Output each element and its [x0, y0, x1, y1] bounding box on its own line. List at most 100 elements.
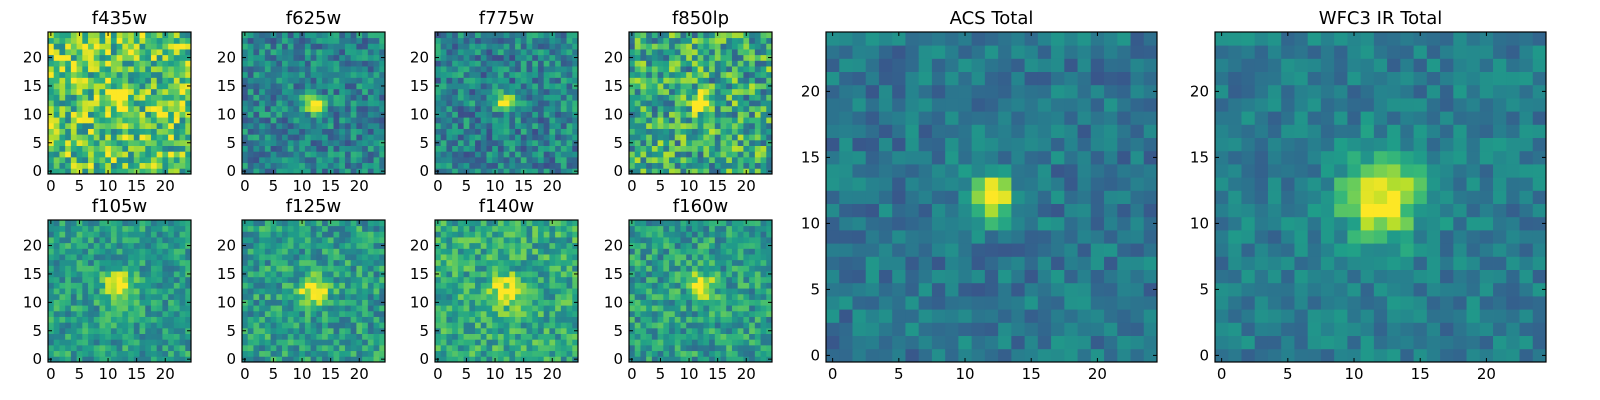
heatmap-cell	[179, 88, 186, 95]
heatmap-cell	[287, 88, 294, 95]
heatmap-cell	[452, 356, 459, 363]
heatmap-cell	[145, 322, 152, 329]
heatmap-cell	[350, 60, 357, 67]
heatmap-cell	[532, 322, 539, 329]
heatmap-cell	[150, 299, 158, 306]
y-tick-label: 15	[23, 77, 42, 95]
heatmap-cell	[731, 71, 739, 78]
heatmap-cell	[480, 271, 487, 278]
heatmap-cell	[122, 43, 129, 50]
heatmap-cell	[726, 43, 733, 50]
heatmap-cell	[356, 100, 363, 107]
heatmap-cell	[475, 37, 482, 44]
heatmap-cell	[503, 276, 510, 283]
heatmap-cell	[139, 350, 146, 357]
heatmap-cell	[59, 327, 66, 334]
heatmap-cell	[287, 344, 294, 352]
heatmap-cell	[322, 293, 329, 300]
heatmap-cell	[686, 49, 693, 56]
heatmap-cell	[686, 344, 693, 352]
heatmap-cell	[322, 282, 329, 289]
heatmap-cell	[634, 43, 641, 50]
heatmap-cell	[270, 117, 277, 124]
heatmap-cell	[156, 156, 163, 164]
heatmap-cell	[168, 322, 175, 329]
heatmap-cell	[122, 299, 129, 306]
heatmap-cell	[629, 310, 636, 317]
heatmap-cell	[93, 339, 100, 346]
heatmap-cell	[53, 134, 60, 141]
heatmap-cell	[379, 71, 386, 78]
heatmap-cell	[293, 105, 300, 112]
heatmap-cell	[270, 156, 277, 164]
heatmap-cell	[122, 242, 129, 249]
heatmap-cell	[686, 134, 693, 141]
heatmap-cell	[76, 242, 83, 249]
heatmap-cell	[253, 225, 260, 232]
heatmap-cell	[537, 339, 545, 346]
heatmap-cell	[669, 299, 676, 306]
heatmap-cell	[156, 128, 163, 135]
heatmap-cell	[88, 94, 95, 101]
heatmap-cell	[105, 350, 112, 357]
heatmap-cell	[168, 162, 175, 169]
heatmap-cell	[669, 60, 676, 67]
heatmap-cell	[242, 77, 249, 84]
heatmap-cell	[322, 162, 329, 169]
heatmap-cell	[253, 49, 260, 56]
heatmap-cell	[373, 139, 380, 146]
heatmap-cell	[497, 237, 505, 244]
heatmap-cell	[344, 128, 352, 135]
heatmap-cell	[457, 66, 464, 73]
heatmap-cell	[70, 237, 77, 244]
heatmap-cell	[122, 344, 129, 352]
heatmap-cell	[503, 128, 510, 135]
heatmap-cell	[731, 77, 739, 84]
heatmap-cell	[691, 322, 699, 329]
heatmap-cell	[322, 316, 329, 323]
heatmap-cell	[156, 151, 163, 158]
heatmap-cell	[150, 339, 158, 346]
heatmap-cell	[509, 71, 516, 78]
heatmap-cell	[99, 32, 106, 39]
heatmap-cell	[651, 168, 658, 175]
heatmap-cell	[435, 282, 442, 289]
heatmap-cell	[503, 344, 510, 352]
heatmap-cell	[572, 122, 579, 129]
heatmap-cell	[760, 43, 767, 50]
heatmap-cell	[128, 310, 135, 317]
heatmap-cell	[339, 105, 346, 112]
heatmap-cell	[452, 122, 459, 129]
heatmap-cell	[299, 288, 306, 295]
heatmap-cell	[276, 305, 283, 312]
heatmap-cell	[350, 105, 357, 112]
heatmap-cell	[133, 151, 140, 158]
heatmap-cell	[168, 60, 175, 67]
heatmap-cell	[379, 100, 386, 107]
heatmap-cell	[264, 293, 271, 300]
heatmap-cell	[749, 282, 756, 289]
heatmap-cell	[492, 344, 499, 352]
heatmap-cell	[70, 356, 77, 363]
heatmap-cell	[515, 356, 522, 363]
heatmap-cell	[344, 288, 352, 295]
heatmap-cell	[440, 344, 447, 352]
heatmap-cell	[179, 128, 186, 135]
heatmap-cell	[88, 37, 95, 44]
heatmap-cell	[492, 54, 499, 61]
heatmap-cell	[362, 271, 369, 278]
heatmap-cell	[133, 344, 140, 352]
heatmap-cell	[173, 162, 180, 169]
heatmap-cell	[242, 43, 249, 50]
heatmap-cell	[743, 100, 750, 107]
heatmap-cell	[139, 71, 146, 78]
heatmap-cell	[446, 220, 453, 227]
heatmap-cell	[88, 66, 95, 73]
heatmap-cell	[276, 293, 283, 300]
heatmap-cell	[145, 310, 152, 317]
heatmap-cell	[110, 350, 118, 357]
heatmap-cell	[110, 60, 118, 67]
heatmap-cell	[766, 94, 773, 101]
heatmap-cell	[520, 49, 527, 56]
heatmap-cell	[70, 310, 77, 317]
